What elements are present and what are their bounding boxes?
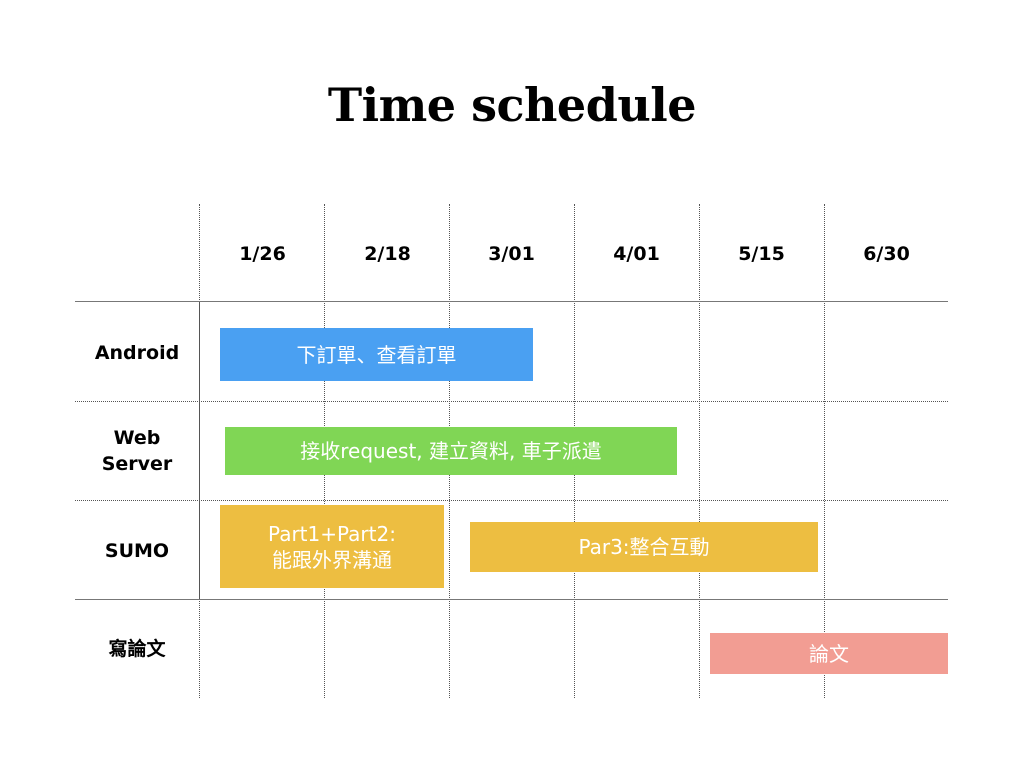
date-header: 5/15: [738, 243, 785, 265]
row-label-line: 寫論文: [108, 638, 166, 660]
row-label-line: Android: [94, 342, 180, 364]
date-header: 6/30: [863, 243, 910, 265]
row-label-line: Web: [113, 427, 161, 449]
header-divider: [75, 301, 948, 302]
task-bar-android: 下訂單、查看訂單: [220, 328, 533, 381]
row-label-thesis: 寫論文: [75, 636, 199, 662]
date-header: 2/18: [364, 243, 411, 265]
task-bar-line: Par3:整合互動: [578, 535, 710, 559]
date-header: 3/01: [488, 243, 535, 265]
task-bar-line: 接收request, 建立資料, 車子派遣: [300, 439, 602, 463]
section-divider: [75, 599, 948, 600]
label-column-divider: [199, 302, 200, 600]
task-bar-line: 能跟外界溝通: [271, 547, 392, 572]
task-bar-sumo-part3: Par3:整合互動: [470, 522, 818, 572]
row-label-line: Server: [101, 453, 173, 475]
row-label-web-server: Web Server: [75, 425, 199, 477]
column-divider: [824, 204, 825, 698]
date-header: 4/01: [613, 243, 660, 265]
row-label-android: Android: [75, 340, 199, 366]
row-label-sumo: SUMO: [75, 538, 199, 564]
column-divider: [699, 204, 700, 698]
row-label-line: SUMO: [104, 540, 170, 562]
task-bar-line: 下訂單、查看訂單: [296, 342, 457, 367]
row-divider: [75, 500, 948, 501]
task-bar-line: 論文: [809, 641, 849, 666]
task-bar-thesis: 論文: [710, 633, 948, 674]
task-bar-sumo-part1-2: Part1+Part2: 能跟外界溝通: [220, 505, 444, 588]
row-divider: [75, 401, 948, 402]
page-title: Time schedule: [327, 78, 697, 132]
task-bar-web-server: 接收request, 建立資料, 車子派遣: [225, 427, 677, 475]
date-header: 1/26: [239, 243, 286, 265]
task-bar-line: Part1+Part2:: [268, 521, 396, 546]
